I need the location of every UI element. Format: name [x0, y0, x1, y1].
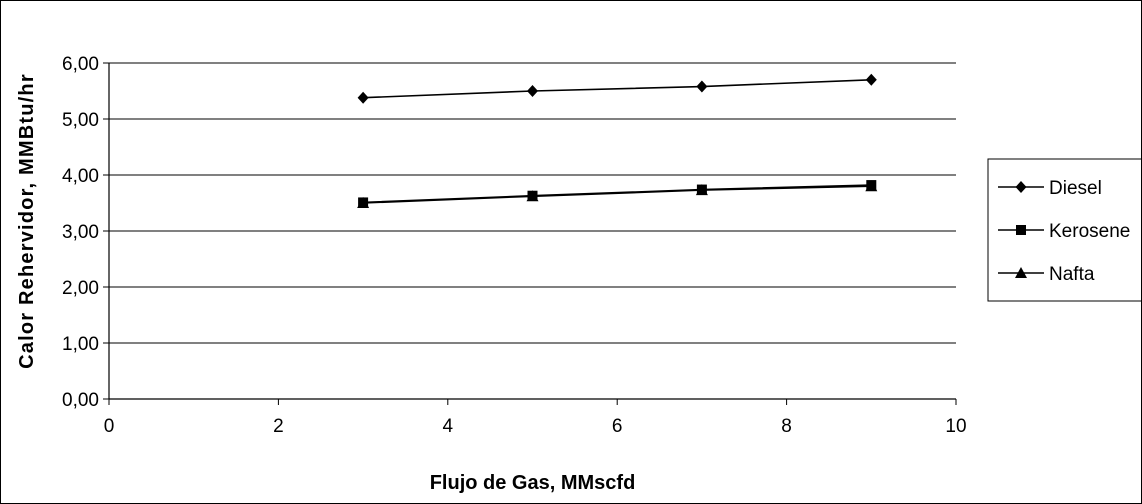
- data-point: [865, 73, 877, 86]
- series-nafta: [357, 180, 878, 208]
- legend-marker: [1015, 267, 1027, 278]
- legend-marker: [1016, 225, 1026, 235]
- y-tick-label: 2,00: [62, 278, 99, 299]
- data-point: [357, 91, 369, 104]
- y-tick-label: 3,00: [62, 222, 99, 243]
- legend-label: Diesel: [1049, 178, 1102, 199]
- x-tick-label: 8: [781, 416, 792, 437]
- y-tick-label: 0,00: [62, 390, 99, 411]
- series-diesel: [357, 73, 877, 104]
- x-tick-label: 2: [273, 416, 284, 437]
- legend: Diesel Kerosene Nafta: [987, 158, 1141, 302]
- y-tick-label: 5,00: [62, 110, 99, 131]
- series-line: [363, 185, 872, 204]
- y-tick-label: 1,00: [62, 334, 99, 355]
- data-point: [526, 190, 539, 202]
- data-point: [696, 80, 708, 93]
- legend-box: [987, 158, 1141, 302]
- series: [357, 73, 878, 208]
- data-point: [357, 197, 370, 208]
- data-point: [865, 180, 878, 192]
- data-point: [527, 85, 538, 97]
- x-axis-title: Flujo de Gas, MMscfd: [430, 472, 636, 494]
- x-tick-label: 4: [443, 416, 454, 437]
- gridlines: [109, 62, 956, 344]
- y-tick-label: 6,00: [62, 54, 99, 75]
- y-axis-title: Calor Rehervidor, MMBtu/hr: [16, 73, 38, 369]
- ticks: 0,00 1,00 2,00 3,00 4,00 5,00 6,00 0 2 4 6 8 10: [62, 54, 967, 437]
- legend-marker: [1015, 181, 1027, 193]
- legend-item: Kerosene: [998, 221, 1130, 242]
- legend-label: Kerosene: [1049, 221, 1130, 242]
- x-tick-label: 0: [104, 416, 115, 437]
- legend-label: Nafta: [1049, 264, 1095, 285]
- x-tick-label: 10: [945, 416, 966, 437]
- x-tick-label: 6: [612, 416, 623, 437]
- legend-item: Nafta: [998, 264, 1095, 285]
- series-line: [363, 79, 872, 99]
- legend-item: Diesel: [998, 178, 1102, 199]
- data-point: [695, 184, 708, 196]
- y-tick-label: 4,00: [62, 166, 99, 187]
